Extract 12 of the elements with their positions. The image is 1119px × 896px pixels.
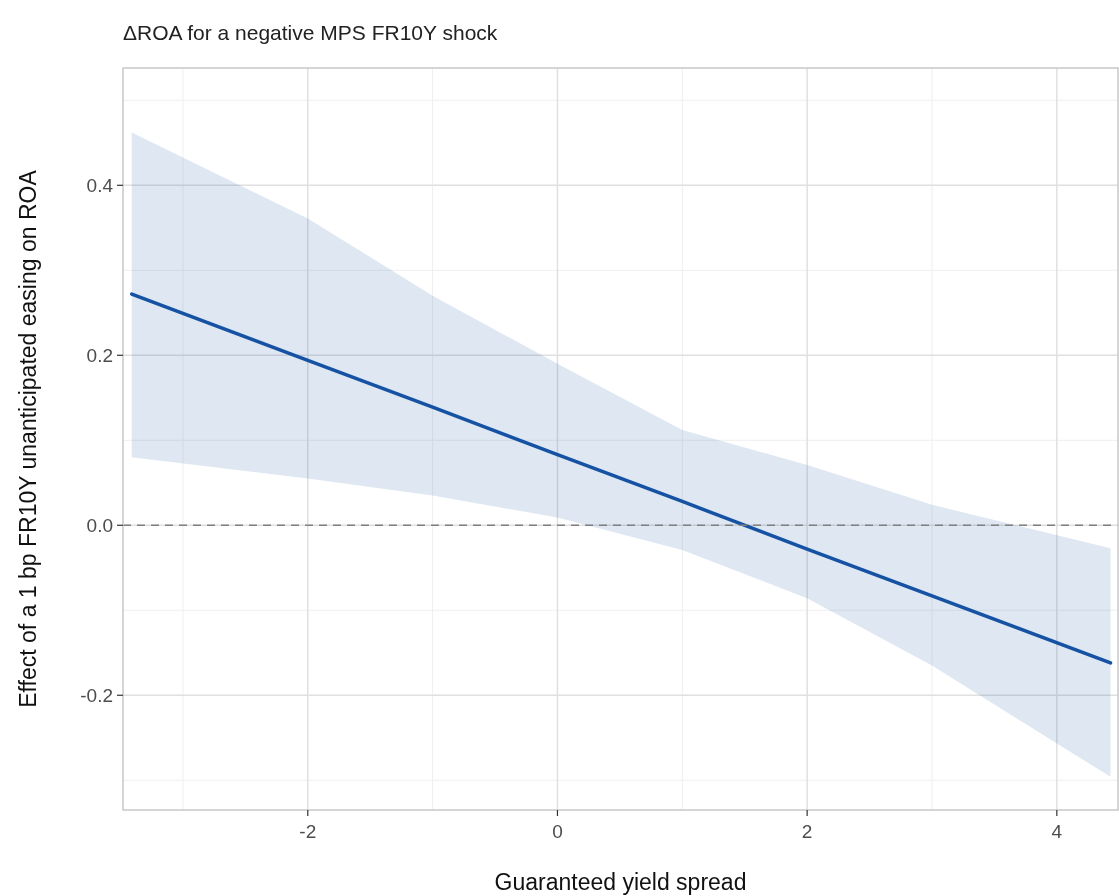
y-tick-label: 0.0: [86, 514, 113, 536]
x-tick-label: -2: [299, 821, 317, 842]
y-tick-label: 0.4: [86, 174, 114, 196]
chart-title: ΔROA for a negative MPS FR10Y shock: [123, 21, 498, 44]
y-tick-label: 0.2: [86, 344, 113, 366]
y-tick-label: -0.2: [80, 684, 113, 706]
x-tick-label: 4: [1051, 821, 1063, 842]
y-axis-title: Effect of a 1 bp FR10Y unanticipated easing on ROA: [15, 169, 41, 708]
line-series: [129, 292, 1113, 665]
x-tick-label: 0: [552, 821, 563, 842]
x-tick-label: 2: [801, 821, 813, 842]
x-axis-title: Guaranteed yield spread: [494, 869, 747, 895]
